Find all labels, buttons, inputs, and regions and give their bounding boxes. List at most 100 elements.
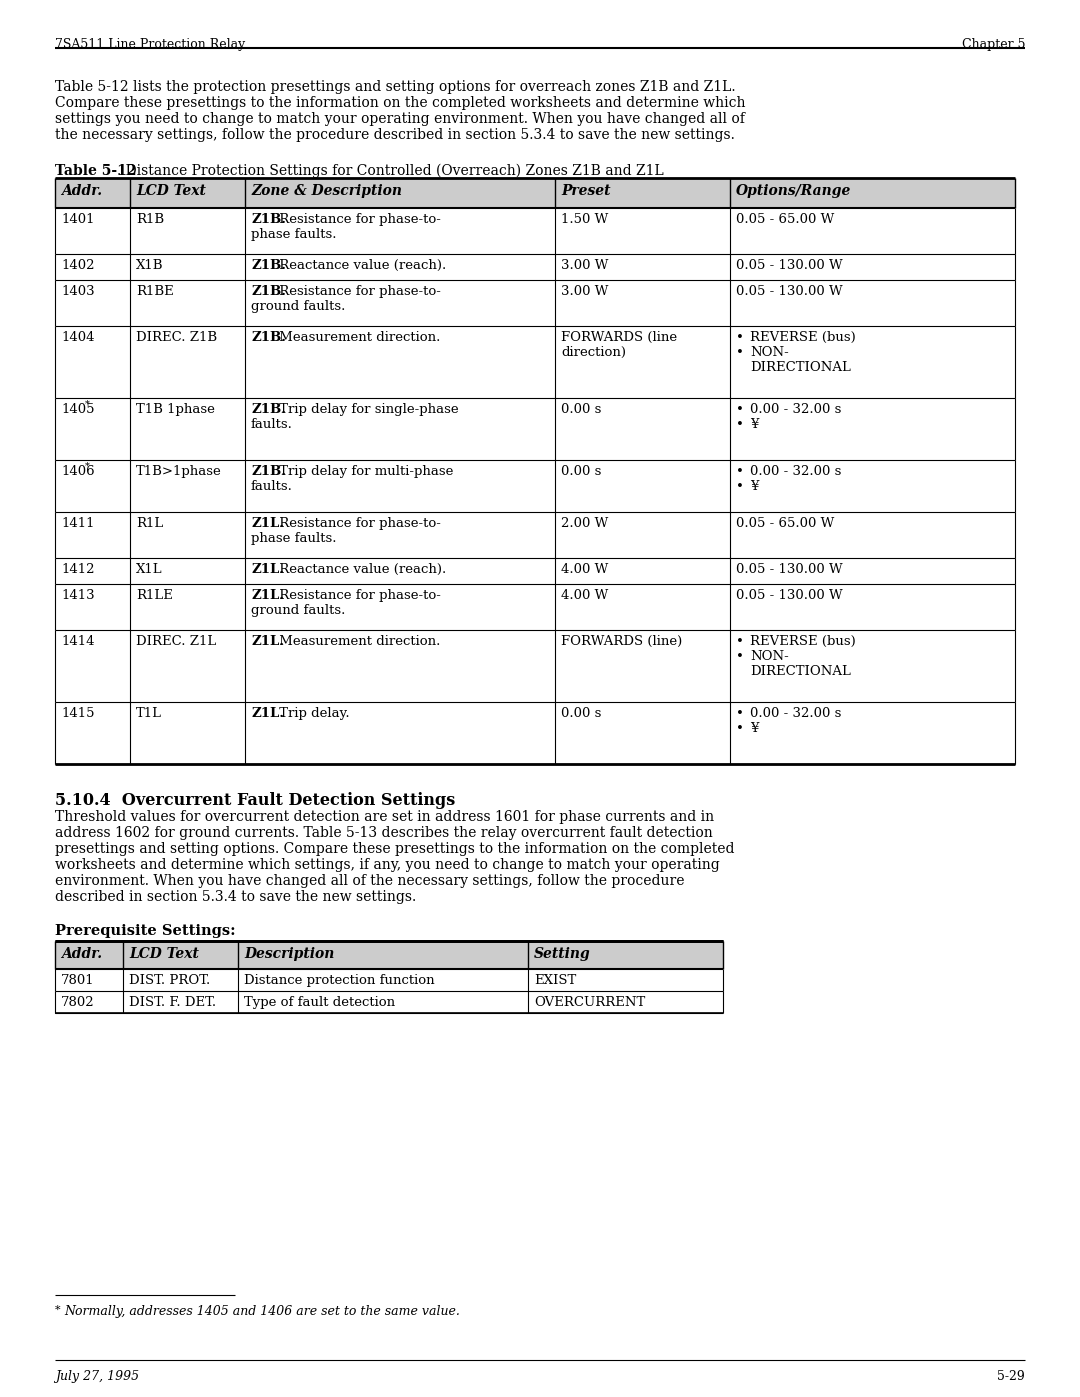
Text: ground faults.: ground faults. [251,604,346,617]
Text: R1BE: R1BE [136,285,174,298]
Text: T1B 1phase: T1B 1phase [136,402,215,416]
Text: Prerequisite Settings:: Prerequisite Settings: [55,923,235,937]
Text: 0.05 - 130.00 W: 0.05 - 130.00 W [735,258,842,272]
Text: Z1L.: Z1L. [251,590,284,602]
Text: environment. When you have changed all of the necessary settings, follow the pro: environment. When you have changed all o… [55,875,685,888]
Text: Z1B.: Z1B. [251,285,286,298]
Text: LCD Text: LCD Text [136,184,206,198]
Text: settings you need to change to match your operating environment. When you have c: settings you need to change to match you… [55,112,745,126]
Text: 1415: 1415 [60,707,95,719]
Text: Compare these presettings to the information on the completed worksheets and det: Compare these presettings to the informa… [55,96,745,110]
Text: Zone & Description: Zone & Description [251,184,402,198]
Text: 1411: 1411 [60,517,95,529]
Text: worksheets and determine which settings, if any, you need to change to match you: worksheets and determine which settings,… [55,858,719,872]
Text: LCD Text: LCD Text [129,947,199,961]
Text: 7801: 7801 [60,974,95,988]
Text: ¥: ¥ [750,418,758,432]
Text: address 1602 for ground currents. Table 5-13 describes the relay overcurrent fau: address 1602 for ground currents. Table … [55,826,713,840]
Text: OVERCURRENT: OVERCURRENT [534,996,645,1009]
Text: •: • [735,722,744,735]
Text: 1.50 W: 1.50 W [561,212,608,226]
Text: 1414: 1414 [60,636,95,648]
Text: 0.05 - 130.00 W: 0.05 - 130.00 W [735,563,842,576]
Text: *: * [55,1305,64,1315]
Text: *: * [85,400,90,409]
Text: phase faults.: phase faults. [251,532,337,545]
Text: •: • [735,346,744,359]
Text: DIRECTIONAL: DIRECTIONAL [750,665,851,678]
Text: R1LE: R1LE [136,590,173,602]
Text: Chapter 5: Chapter 5 [961,38,1025,52]
Text: . Distance Protection Settings for Controlled (Overreach) Zones Z1B and Z1L: . Distance Protection Settings for Contr… [117,163,664,179]
Text: 1401: 1401 [60,212,95,226]
Text: Threshold values for overcurrent detection are set in address 1601 for phase cur: Threshold values for overcurrent detecti… [55,810,714,824]
Text: Description: Description [244,947,335,961]
Text: 0.00 s: 0.00 s [561,707,602,719]
Text: •: • [735,481,744,493]
Text: •: • [735,331,744,344]
Text: Z1B.: Z1B. [251,465,286,478]
Text: Trip delay for single-phase: Trip delay for single-phase [274,402,458,416]
Text: Z1L.: Z1L. [251,563,284,576]
Text: Measurement direction.: Measurement direction. [274,331,440,344]
Text: 0.00 s: 0.00 s [561,402,602,416]
Text: ground faults.: ground faults. [251,300,346,313]
Text: July 27, 1995: July 27, 1995 [55,1370,139,1383]
Text: 0.00 - 32.00 s: 0.00 - 32.00 s [750,465,841,478]
Text: Trip delay.: Trip delay. [274,707,349,719]
Text: 1402: 1402 [60,258,95,272]
Text: T1L: T1L [136,707,162,719]
Text: 0.00 - 32.00 s: 0.00 - 32.00 s [750,402,841,416]
Text: Table 5-12 lists the protection presettings and setting options for overreach zo: Table 5-12 lists the protection presetti… [55,80,735,94]
Text: Resistance for phase-to-: Resistance for phase-to- [274,212,441,226]
Text: DIRECTIONAL: DIRECTIONAL [750,360,851,374]
Text: Z1B.: Z1B. [251,212,286,226]
Text: 0.00 s: 0.00 s [561,465,602,478]
Text: REVERSE (bus): REVERSE (bus) [750,331,855,344]
Text: 2.00 W: 2.00 W [561,517,608,529]
Text: Z1L.: Z1L. [251,707,284,719]
Text: 0.05 - 65.00 W: 0.05 - 65.00 W [735,517,834,529]
Text: DIREC. Z1L: DIREC. Z1L [136,636,216,648]
Text: T1B>1phase: T1B>1phase [136,465,221,478]
Text: 3.00 W: 3.00 W [561,258,608,272]
Text: faults.: faults. [251,418,293,432]
Text: R1B: R1B [136,212,164,226]
Text: Z1B.: Z1B. [251,258,286,272]
Text: 1412: 1412 [60,563,95,576]
Text: Distance protection function: Distance protection function [244,974,434,988]
Text: Setting: Setting [534,947,591,961]
Text: 0.05 - 65.00 W: 0.05 - 65.00 W [735,212,834,226]
Text: ¥: ¥ [750,481,758,493]
Text: Z1B.: Z1B. [251,331,286,344]
Bar [55,177,1015,208]
Text: Trip delay for multi-phase: Trip delay for multi-phase [274,465,453,478]
Text: 0.05 - 130.00 W: 0.05 - 130.00 W [735,285,842,298]
Text: FORWARDS (line): FORWARDS (line) [561,636,683,648]
Text: 1413: 1413 [60,590,95,602]
Text: •: • [735,650,744,664]
Text: Reactance value (reach).: Reactance value (reach). [274,563,446,576]
Text: phase faults.: phase faults. [251,228,337,242]
Text: FORWARDS (line: FORWARDS (line [561,331,677,344]
Text: •: • [735,707,744,719]
Text: DIST. PROT.: DIST. PROT. [129,974,211,988]
Text: 0.05 - 130.00 W: 0.05 - 130.00 W [735,590,842,602]
Text: REVERSE (bus): REVERSE (bus) [750,636,855,648]
Text: Table 5-12: Table 5-12 [55,163,136,177]
Text: X1L: X1L [136,563,163,576]
Text: X1B: X1B [136,258,163,272]
Text: 5-29: 5-29 [997,1370,1025,1383]
Text: •: • [735,636,744,648]
Text: NON-: NON- [750,650,788,664]
Text: presettings and setting options. Compare these presettings to the information on: presettings and setting options. Compare… [55,842,734,856]
Text: 1406: 1406 [60,465,95,478]
Text: 0.00 - 32.00 s: 0.00 - 32.00 s [750,707,841,719]
Text: ¥: ¥ [750,722,758,735]
Text: Reactance value (reach).: Reactance value (reach). [274,258,446,272]
Text: 1404: 1404 [60,331,95,344]
Text: 4.00 W: 4.00 W [561,590,608,602]
Text: the necessary settings, follow the procedure described in section 5.3.4 to save : the necessary settings, follow the proce… [55,129,734,142]
Text: Measurement direction.: Measurement direction. [274,636,440,648]
Text: Z1L.: Z1L. [251,517,284,529]
